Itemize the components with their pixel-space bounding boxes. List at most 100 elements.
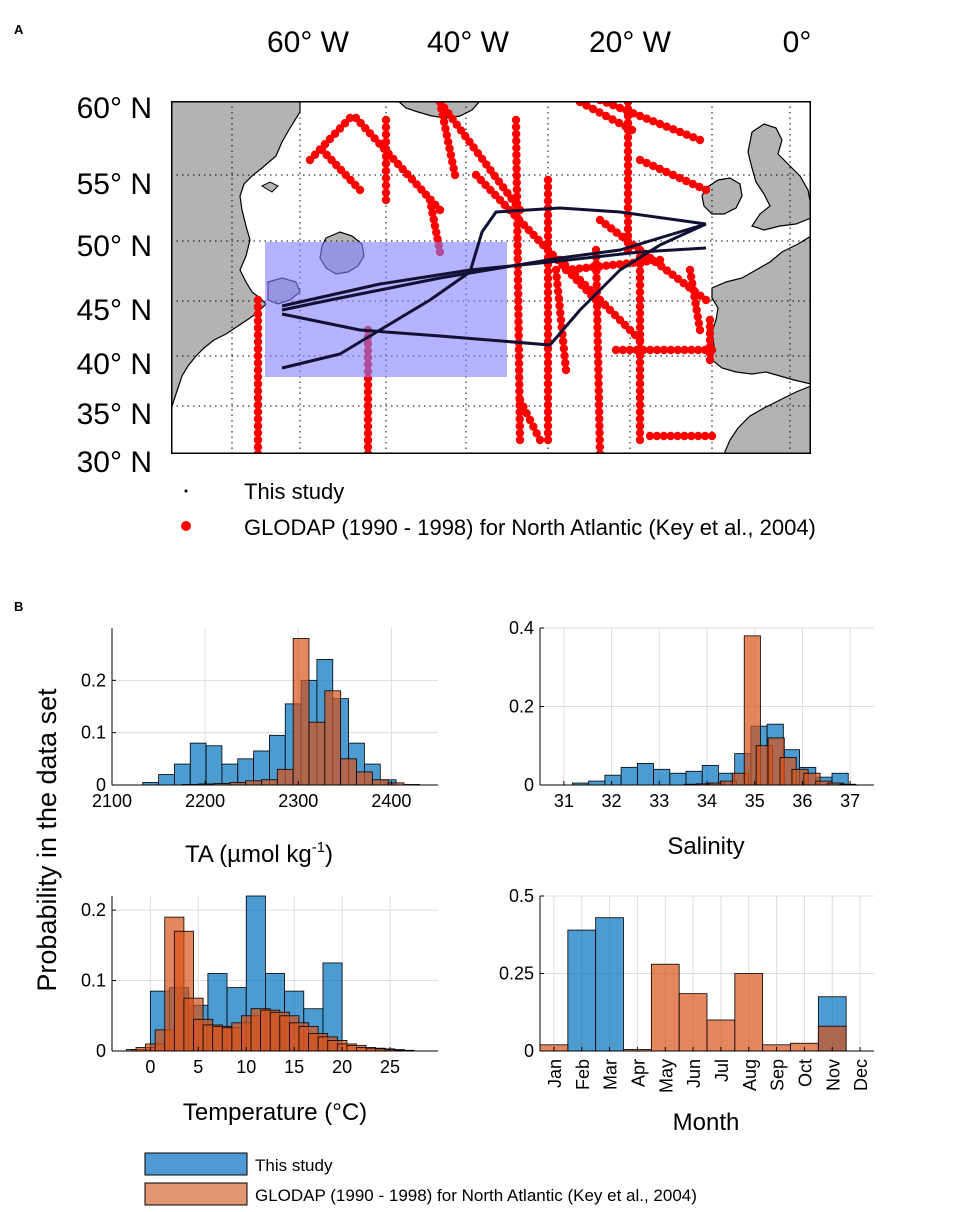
glodap-station xyxy=(363,394,373,404)
ta-glodap-bars xyxy=(181,638,421,786)
lat-label-40n: 40° N xyxy=(77,348,152,381)
salinity-bar xyxy=(588,780,606,786)
glodap-station xyxy=(551,265,561,275)
glodap-station xyxy=(543,421,553,431)
salinity-xlabel: Salinity xyxy=(667,833,744,860)
glodap-station xyxy=(543,274,553,283)
glodap-station xyxy=(705,349,715,358)
glodap-station xyxy=(253,421,263,431)
glodap-station xyxy=(694,431,703,441)
glodap-station xyxy=(253,323,263,333)
glodap-station xyxy=(623,196,633,205)
glodap-station xyxy=(635,266,645,276)
glodap-station xyxy=(355,185,365,195)
month-bar xyxy=(706,1019,736,1052)
glodap-station xyxy=(515,428,525,438)
glodap-station xyxy=(693,312,702,321)
glodap-station xyxy=(253,309,263,319)
glodap-station xyxy=(513,289,523,299)
glodap-station xyxy=(655,164,664,174)
glodap-station xyxy=(705,335,715,345)
glodap-station xyxy=(680,345,689,355)
panel-b-ylabel: Probability in the data set xyxy=(32,688,62,992)
glodap-station xyxy=(652,431,662,441)
lon-label-40w: 40° W xyxy=(427,26,510,59)
lon-label-20w: 20° W xyxy=(589,26,672,59)
africa-land xyxy=(723,385,811,454)
glodap-station xyxy=(345,113,355,123)
glodap-station xyxy=(623,125,633,135)
glodap-station xyxy=(685,265,695,275)
glodap-station xyxy=(561,265,571,275)
glodap-station xyxy=(623,140,633,149)
glodap-station xyxy=(543,393,553,403)
glodap-station xyxy=(635,323,645,332)
salinity-bar xyxy=(653,768,671,786)
glodap-station xyxy=(514,324,523,333)
glodap-station xyxy=(253,302,263,312)
month-bar xyxy=(595,917,624,1052)
glodap-station xyxy=(340,119,350,128)
month-xtick-label: Feb xyxy=(573,1059,593,1090)
glodap-station xyxy=(635,155,645,165)
glodap-station xyxy=(381,173,391,183)
legend-glodap-swatch xyxy=(144,1182,248,1206)
glodap-station xyxy=(623,118,633,128)
glodap-station xyxy=(593,330,602,339)
month-glodap-bars xyxy=(539,963,847,1052)
glodap-station xyxy=(512,192,522,201)
glodap-station xyxy=(705,342,715,351)
glodap-station xyxy=(623,203,633,212)
salinity-grid xyxy=(540,627,874,786)
glodap-station xyxy=(512,171,521,180)
glodap-station xyxy=(253,442,263,452)
glodap-station xyxy=(543,435,553,445)
glodap-station xyxy=(363,387,373,397)
glodap-station xyxy=(511,129,521,139)
glodap-station xyxy=(513,241,522,250)
glodap-station xyxy=(543,379,553,388)
glodap-station xyxy=(543,386,553,396)
glodap-station xyxy=(363,380,373,390)
salinity-bar xyxy=(620,766,638,786)
glodap-station xyxy=(543,400,553,410)
glodap-station xyxy=(595,442,605,452)
legend-b-glodap-label: GLODAP (1990 - 1998) for North Atlantic … xyxy=(255,1186,697,1205)
glodap-station xyxy=(513,213,522,222)
glodap-station xyxy=(363,401,373,410)
glodap-station xyxy=(705,355,715,365)
glodap-station xyxy=(635,400,645,410)
glodap-station xyxy=(673,431,682,441)
glodap-station xyxy=(513,220,522,229)
glodap-station xyxy=(514,366,524,375)
glodap-station xyxy=(543,281,553,290)
glodap-station xyxy=(428,208,437,218)
glodap-station xyxy=(512,136,521,146)
glodap-station xyxy=(430,221,440,231)
glodap-station xyxy=(655,119,665,129)
glodap-station xyxy=(707,431,717,441)
glodap-station xyxy=(435,205,445,215)
glodap-station xyxy=(687,345,696,355)
glodap-station xyxy=(635,309,645,318)
glodap-station xyxy=(592,273,601,283)
month-bar xyxy=(734,973,764,1052)
ta-bar xyxy=(356,771,373,786)
ta-bar xyxy=(158,774,175,786)
glodap-station xyxy=(593,351,603,360)
lon-label-0: 0° xyxy=(783,26,812,59)
glodap-station xyxy=(686,272,696,281)
glodap-station xyxy=(543,365,553,374)
glodap-station xyxy=(522,409,531,418)
ta-this-study-bars xyxy=(142,659,397,786)
glodap-station xyxy=(649,161,658,171)
glodap-station xyxy=(594,393,604,402)
glodap-station xyxy=(363,429,373,438)
glodap-station xyxy=(445,144,454,153)
glodap-station xyxy=(623,224,633,234)
glodap-station xyxy=(593,309,602,318)
month-ytick-label: 0.25 xyxy=(499,964,534,984)
glodap-station xyxy=(602,261,611,270)
glodap-station xyxy=(253,428,263,438)
ta-bar xyxy=(261,779,278,786)
